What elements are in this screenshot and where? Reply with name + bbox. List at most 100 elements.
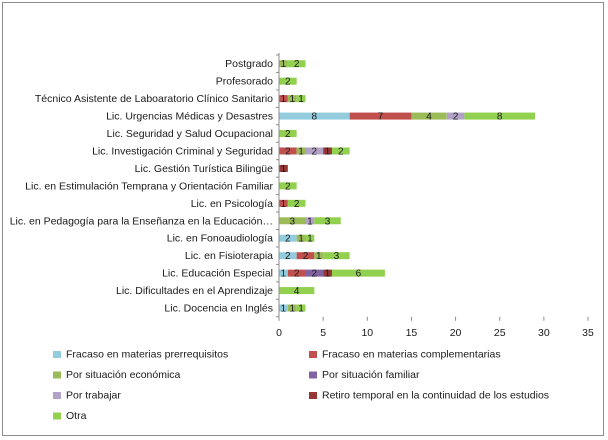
bar-segment: [279, 252, 297, 260]
legend-swatch: [53, 351, 61, 358]
legend-label: Fracaso en materias prerrequisitos: [66, 349, 228, 361]
x-tick-label: 25: [494, 327, 506, 339]
bar-segment: [323, 147, 332, 155]
x-tick-label: 15: [406, 327, 418, 339]
data-label: 1: [298, 146, 304, 157]
stacked-bar-chart: Postgrado Profesorado Técnico Asistente de…: [10, 53, 594, 422]
data-label: 1: [325, 146, 331, 157]
legend-swatch: [309, 351, 317, 358]
data-label: 1: [281, 164, 287, 175]
data-label: 2: [285, 77, 291, 88]
bar-segment: [279, 199, 288, 207]
legend-label: Retiro temporal en la continuidad de los…: [322, 390, 549, 402]
bar-segment: [279, 287, 315, 295]
bar-segment: [279, 217, 306, 225]
bar-segment: [296, 252, 315, 260]
category-label: Lic. Urgencias Médicas y Desastres: [106, 111, 273, 123]
data-label: 2: [294, 59, 300, 70]
data-label: 8: [312, 112, 318, 123]
category-label: Lic. Dificultades en el Aprendizaje: [116, 285, 273, 297]
data-label: 2: [285, 146, 291, 157]
data-label: 3: [325, 216, 331, 227]
category-label: Lic. en Fonoaudiología: [167, 233, 273, 245]
bar-segment: [296, 95, 306, 103]
bar-segment: [279, 77, 297, 85]
data-label: 8: [497, 112, 503, 123]
category-label: Lic. en Fisioterapia: [185, 250, 273, 262]
bar-segment: [305, 217, 315, 225]
legend-swatch: [53, 392, 61, 399]
data-label: 3: [289, 216, 295, 227]
category-label: Lic. Gestión Turística Bilingüe: [135, 163, 273, 175]
x-tick-label: 30: [538, 327, 550, 339]
bar-segment: [279, 304, 288, 312]
data-label: 1: [298, 234, 304, 245]
data-label: 3: [334, 251, 340, 262]
legend-label: Fracaso en materias complementarias: [322, 349, 501, 361]
bar-segment: [323, 269, 332, 277]
legend-label: Por situación familiar: [322, 369, 420, 381]
data-label: 2: [294, 269, 300, 280]
bar-segment: [464, 112, 536, 120]
bar-segment: [279, 164, 288, 172]
data-label: 1: [307, 234, 313, 245]
bar-segment: [446, 112, 465, 120]
bar-segment: [349, 112, 412, 120]
bar-segment: [331, 269, 385, 277]
data-label: 1: [316, 251, 322, 262]
category-label: Lic. Investigación Criminal y Seguridad: [92, 145, 273, 157]
bar-segment: [287, 269, 306, 277]
data-label: 2: [294, 199, 300, 210]
data-label: 2: [285, 251, 291, 262]
category-label: Lic. Docencia en Inglés: [164, 303, 273, 315]
data-label: 1: [281, 199, 287, 210]
bar-segment: [305, 147, 324, 155]
data-label: 2: [453, 112, 459, 123]
data-label: 2: [303, 251, 309, 262]
data-label: 1: [281, 304, 287, 315]
bar-segment: [296, 147, 306, 155]
data-label: 2: [312, 269, 318, 280]
category-label: Técnico Asistente de Laboaratorio Clínic…: [35, 93, 273, 105]
legend-swatch: [53, 371, 61, 379]
bar-segment: [287, 199, 306, 207]
data-label: 1: [289, 94, 295, 105]
category-label: Lic. Educación Especial: [162, 268, 273, 280]
data-label: 1: [307, 216, 313, 227]
bar-segment: [287, 60, 306, 68]
legend-swatch: [309, 371, 317, 379]
legend-swatch: [53, 412, 61, 420]
bar-segment: [411, 112, 447, 120]
bar-segment: [279, 95, 288, 103]
bar-segment: [305, 234, 315, 242]
data-label: 2: [285, 234, 291, 245]
bar-segment: [305, 269, 324, 277]
bar-segment: [296, 234, 306, 242]
data-label: 1: [298, 94, 304, 105]
bar-segment: [279, 269, 288, 277]
data-label: 1: [289, 304, 295, 315]
bar-segment: [279, 60, 288, 68]
x-tick-label: 20: [450, 327, 462, 339]
data-label: 1: [298, 304, 304, 315]
data-label: 2: [285, 181, 291, 192]
bar-segment: [314, 217, 341, 225]
legend-label: Por situación económica: [66, 369, 181, 381]
x-tick-label: 35: [582, 327, 594, 339]
chart-frame: Postgrado Profesorado Técnico Asistente de…: [2, 2, 604, 436]
category-label: Profesorado: [216, 76, 273, 88]
data-label: 1: [281, 269, 287, 280]
legend-label: Por trabajar: [66, 390, 121, 402]
bar-segment: [279, 130, 297, 138]
legend-label: Otra: [66, 410, 87, 422]
bar-segment: [279, 234, 297, 242]
data-label: 2: [338, 146, 344, 157]
data-label: 1: [281, 59, 287, 70]
data-label: 4: [426, 112, 432, 123]
bar-segment: [331, 147, 350, 155]
data-label: 1: [325, 269, 331, 280]
data-label: 6: [356, 269, 362, 280]
category-label: Postgrado: [225, 58, 273, 70]
bar-segment: [287, 95, 297, 103]
category-label: Lic. Seguridad y Salud Ocupacional: [107, 128, 273, 140]
